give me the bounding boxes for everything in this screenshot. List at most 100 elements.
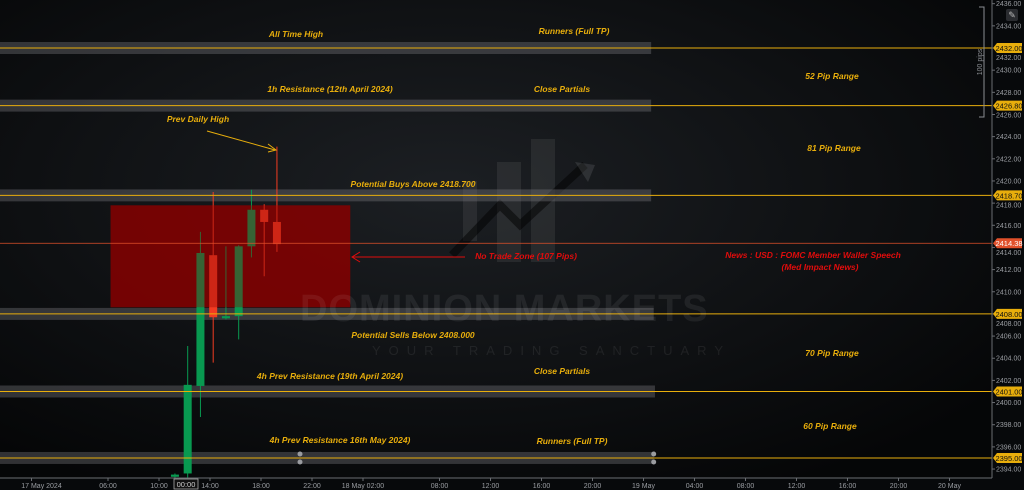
time-tick-label: 16:00 — [533, 483, 551, 490]
prev-high-arrow-icon — [206, 130, 276, 151]
time-tick-label: 19 May — [632, 483, 655, 490]
candle[interactable] — [221, 246, 230, 320]
candle-body — [260, 209, 269, 222]
level-price-label: 2401.00 — [993, 386, 1023, 397]
candle-body — [247, 209, 256, 247]
level-price-text: 2401.00 — [995, 387, 1022, 396]
annotation-arrows — [206, 130, 465, 263]
annotation-4h-resistance-19apr: 4h Prev Resistance (19th April 2024) — [256, 370, 404, 381]
watermark-tagline: YOUR TRADING SANCTUARY — [372, 343, 731, 358]
candle-body — [221, 316, 230, 319]
candle-body — [272, 221, 281, 245]
price-tick-label: 2420.00 — [996, 178, 1021, 185]
no-trade-zone[interactable] — [110, 205, 351, 308]
price-tick-label: 2416.00 — [996, 223, 1021, 230]
level-price-text: 2426.80 — [995, 102, 1022, 111]
price-tick-label: 2400.00 — [996, 400, 1021, 407]
time-tick-label: 14:00 — [201, 483, 219, 490]
candle[interactable] — [196, 231, 205, 417]
price-tick-label: 2436.00 — [996, 1, 1021, 8]
price-tick-label: 2414.00 — [996, 250, 1021, 257]
price-tick-label: 2434.00 — [996, 23, 1021, 30]
watermark-logo-icon — [449, 139, 595, 262]
crosshair-time-label: 00:00 — [177, 480, 196, 489]
annotation-range-60: 60 Pip Range — [803, 420, 857, 431]
time-tick-label: 22:00 — [303, 483, 321, 490]
time-tick-label: 06:00 — [99, 483, 117, 490]
last-price-text: 2414.38 — [995, 239, 1022, 248]
candle-body — [183, 384, 192, 474]
annotation-news: News : USD : FOMC Member Waller Speech — [725, 249, 901, 260]
drag-handle[interactable] — [297, 451, 303, 457]
annotation-potential-buys: Potential Buys Above 2418.700 — [350, 178, 476, 189]
level-price-text: 2418.70 — [995, 191, 1022, 200]
price-tick-label: 2402.00 — [996, 378, 1021, 385]
drag-handle[interactable] — [651, 459, 657, 465]
annotation-close-partials-bottom: Close Partials — [533, 365, 591, 376]
measure-label: 100 pips — [977, 48, 984, 75]
candle[interactable] — [234, 245, 243, 340]
annotation-1h-resistance: 1h Resistance (12th April 2024) — [267, 83, 393, 94]
annotation-range-81: 81 Pip Range — [807, 142, 861, 153]
price-axis[interactable]: 2436.00 2434.00 2432.00 2430.00 2428.00 2426.… — [992, 1, 1021, 474]
annotation-no-trade-zone: No Trade Zone (107 Pips) — [475, 250, 577, 261]
price-tick-label: 2432.00 — [996, 55, 1021, 62]
candle[interactable] — [183, 346, 192, 478]
annotation-prev-daily-high: Prev Daily High — [166, 113, 230, 124]
time-tick-label: 10:00 — [150, 483, 168, 490]
time-axis[interactable]: 17 May 2024 06:00 10:00 14:00 18:00 22:00 18 M… — [21, 478, 961, 490]
level-price-label: 2426.80 — [993, 100, 1023, 111]
time-tick-label: 12:00 — [788, 483, 806, 490]
time-tick-label: 08:00 — [737, 483, 755, 490]
price-tick-label: 2412.00 — [996, 267, 1021, 274]
level-price-label: 2418.70 — [993, 190, 1023, 201]
price-tick-label: 2428.00 — [996, 90, 1021, 97]
price-tick-label: 2430.00 — [996, 68, 1021, 75]
drag-handle[interactable] — [297, 459, 303, 465]
level-price-label: 2408.00 — [993, 308, 1023, 319]
candle[interactable] — [260, 204, 269, 277]
watermark-brand: DOMINION MARKETS — [300, 288, 709, 330]
price-tick-label: 2410.00 — [996, 289, 1021, 296]
level-price-label: 2432.00 — [993, 43, 1023, 53]
annotation-news-impact: (Med Impact News) — [781, 261, 859, 272]
candle[interactable] — [209, 192, 218, 363]
price-tick-label: 2424.00 — [996, 134, 1021, 141]
price-tick-label: 2398.00 — [996, 422, 1021, 429]
price-tick-label: 2418.00 — [996, 202, 1021, 209]
candle-body — [209, 255, 218, 318]
time-tick-label: 12:00 — [482, 483, 500, 490]
candle-body — [234, 246, 243, 317]
level-price-text: 2432.00 — [995, 44, 1022, 53]
time-tick-label: 08:00 — [431, 483, 449, 490]
time-tick-label: 20:00 — [584, 483, 602, 490]
candle[interactable] — [272, 146, 281, 252]
price-tick-label: 2408.00 — [996, 321, 1021, 328]
edit-icon[interactable]: ✎ — [1006, 9, 1018, 21]
price-tick-label: 2406.00 — [996, 334, 1021, 341]
price-tick-label: 2396.00 — [996, 444, 1021, 451]
annotation-4h-resistance-16may: 4h Prev Resistance 16th May 2024) — [269, 434, 411, 445]
candle-body — [196, 252, 205, 386]
time-tick-label: 16:00 — [839, 483, 857, 490]
annotation-runners-bottom: Runners (Full TP) — [536, 435, 608, 446]
annotation-runners-top: Runners (Full TP) — [538, 25, 610, 36]
no-trade-zone-overlay — [110, 205, 351, 308]
candle[interactable] — [247, 189, 256, 258]
annotation-potential-sells: Potential Sells Below 2408.000 — [351, 329, 475, 340]
crosshair-time-tag: 00:00 — [173, 478, 199, 490]
level-price-text: 2408.00 — [995, 310, 1022, 319]
drag-handle[interactable] — [651, 451, 657, 457]
level-price-label: 2395.00 — [993, 452, 1023, 463]
level-price-text: 2395.00 — [995, 454, 1022, 463]
time-tick-label: 04:00 — [686, 483, 704, 490]
annotation-close-partials-top: Close Partials — [533, 83, 591, 94]
time-tick-label: 18:00 — [252, 483, 270, 490]
candle[interactable] — [170, 473, 179, 478]
last-price-label: 2414.38 — [993, 238, 1023, 249]
pip-measure: 100 pips — [977, 6, 985, 118]
annotation-range-52: 52 Pip Range — [805, 70, 859, 81]
price-tick-label: 2422.00 — [996, 156, 1021, 163]
price-tick-label: 2404.00 — [996, 356, 1021, 363]
